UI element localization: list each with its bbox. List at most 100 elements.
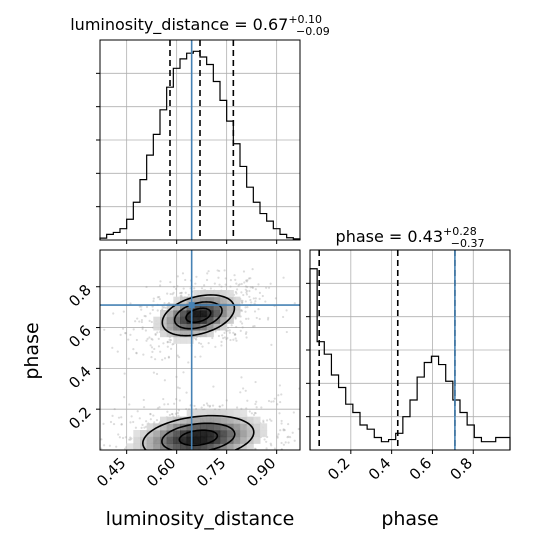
scatter-point [253,447,257,450]
scatter-point [185,480,187,482]
scatter-point [237,462,239,464]
scatter-point [183,451,185,453]
scatter-point [208,405,211,408]
x-axis-label-phase: phase [381,508,438,530]
y-tick-label: 0.8 [65,281,95,311]
scatter-point [121,327,125,330]
density-cell [200,443,208,450]
scatter-point [244,317,248,320]
x-tick-label: 0.45 [93,454,129,490]
scatter-point [146,459,148,461]
density-cell [193,296,201,304]
scatter-point [145,420,148,423]
scatter-point [282,276,285,279]
histogram-bar [367,429,374,450]
density-cell [193,436,201,444]
scatter-point [209,287,212,290]
histogram-bar [220,100,227,240]
scatter-point [265,286,268,289]
scatter-point [143,459,145,461]
scatter-point [169,341,172,344]
phase-title: phase = 0.43+0.28 −0.37 [336,225,485,250]
scatter-point [255,406,258,409]
scatter-point [152,414,155,417]
scatter-point [134,461,136,463]
scatter-point [124,331,127,335]
scatter-point [200,406,203,409]
scatter-point [212,453,214,455]
scatter-point [198,455,200,457]
scatter-point [246,306,249,309]
x-axis-label-luminosity-distance: luminosity_distance [106,508,295,530]
density-cell [160,436,168,444]
scatter-point [249,286,252,289]
density-cell [193,416,201,424]
scatter-point [244,389,247,392]
scatter-point [148,319,151,322]
density-cell [193,316,201,324]
scatter-point [144,315,147,318]
scatter-point [238,283,241,286]
scatter-point [280,441,283,445]
scatter-point [242,293,245,297]
scatter-point [65,461,67,463]
scatter-point [268,418,272,421]
scatter-point [129,478,131,480]
scatter-point [143,426,146,429]
scatter-point [176,386,180,389]
joint-contour-panel: 0.45 0.60 0.75 0.90 0.2 0.4 0.6 0.8 [65,249,301,490]
scatter-point [144,461,146,463]
histogram-bar [374,438,381,451]
scatter-point [218,269,221,273]
histogram-bar [339,388,346,451]
scatter-point [257,308,260,311]
contour-line [161,422,236,450]
density-cell [233,423,241,431]
scatter-point [262,419,265,422]
histogram-bar [474,438,481,451]
scatter-point [193,287,196,290]
scatter-point [158,406,161,409]
phase-histogram-panel: 0.2 0.4 0.6 0.8 [306,249,511,484]
scatter-point [138,305,141,308]
density-cell [160,430,168,438]
scatter-point [197,455,199,457]
scatter-point [151,338,154,341]
density-cell [206,296,214,304]
luminosity-distance-histogram-panel [96,39,301,244]
density-cell [220,430,228,438]
scatter-point [223,485,225,487]
density-cell [193,443,201,450]
scatter-point [245,291,248,294]
histogram-bar [324,354,331,450]
scatter-point [102,422,105,426]
scatter-point [194,407,198,411]
scatter-point [175,375,178,378]
density-cell [226,430,234,438]
scatter-point [145,285,148,289]
histogram-bar [396,433,403,450]
density-cell [206,410,214,418]
scatter-point [205,278,209,282]
scatter-point [287,441,290,444]
density-cell [160,330,168,338]
histogram-bar [446,381,453,450]
scatter-point [273,447,277,450]
scatter-point [269,454,271,456]
scatter-point [252,325,255,328]
scatter-point [198,453,200,455]
scatter-point [186,461,188,463]
scatter-point [211,404,215,407]
density-cell [180,330,188,338]
density-cell [226,416,234,424]
scatter-point [123,447,127,450]
scatter-point [145,339,148,342]
density-cell [180,310,188,318]
scatter-point [232,468,234,470]
scatter-point [176,354,179,357]
scatter-point [282,429,285,432]
scatter-point [193,404,196,408]
density-cell [220,436,228,444]
density-cell [200,296,208,304]
density-cell [206,303,214,311]
